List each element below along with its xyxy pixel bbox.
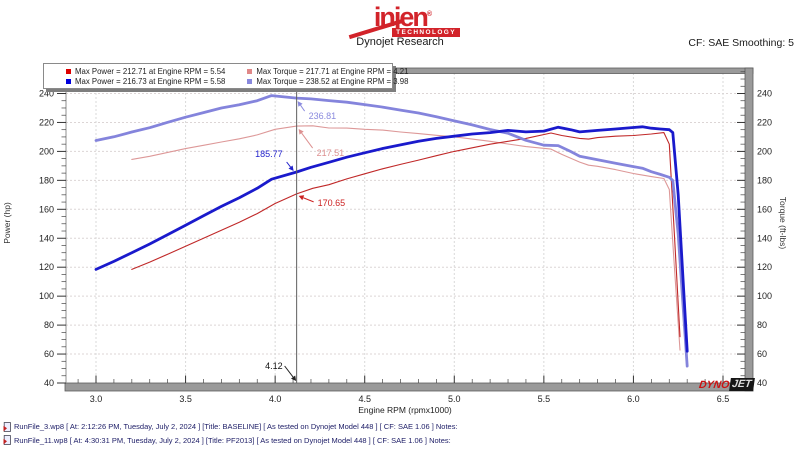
legend-swatch-pf2013-power [66,78,71,84]
x-tick-label: 4.0 [269,394,282,404]
y-tick-label-left: 200 [39,146,54,156]
curve-pf2013-power [94,125,689,353]
annotation-arrow [303,197,314,203]
y-tick-label-right: 80 [757,320,767,330]
legend-row: Max Power = 216.73 at Engine RPM = 5.58 … [44,76,408,86]
dynojet-watermark-dyno: DYNO [698,378,731,391]
dyno-chart: 40 40 60 60 80 80 100 100 120 120 140 140 160 160 180 1… [39,67,772,404]
injen-technology-badge: TECHNOLOGY [392,28,460,37]
x-tick-label: 3.5 [179,394,192,404]
injen-wordmark: injen [373,2,429,32]
legend-item-baseline-torque: Max Torque = 217.71 at Engine RPM = 4.21 [225,67,408,76]
y-tick-label-left: 40 [44,378,54,388]
y-tick-label-left: 160 [39,204,54,214]
x-tick-label: 3.0 [90,394,103,404]
registered-mark: ® [426,11,433,18]
y-tick-label-right: 220 [757,117,772,127]
plot-right-bar [744,67,754,392]
x-tick-label: 6.0 [627,394,640,404]
injen-logo: injen® TECHNOLOGY [338,2,468,39]
legend-swatch-baseline-power [66,68,71,74]
y-axis-label-power: Power (hp) [2,202,12,244]
annotation-arrow [301,132,314,149]
y-tick-label-right: 200 [757,146,772,156]
run-info-line-baseline: RunFile_3.wp8 [ At: 2:12:26 PM, Tuesday,… [3,420,458,434]
annotation-arrowhead [288,165,294,171]
curve-baseline-power [131,132,681,338]
run-info-footer: RunFile_3.wp8 [ At: 2:12:26 PM, Tuesday,… [3,420,458,447]
y-tick-label-right: 240 [757,89,772,99]
page-title: Dynojet Research [356,36,444,48]
curve-baseline-torque [131,125,681,351]
legend: Max Power = 212.71 at Engine RPM = 5.54 … [43,63,408,89]
legend-swatch-pf2013-torque [247,78,253,84]
legend-label: Max Torque = 238.52 at Engine RPM = 3.98 [256,76,409,86]
x-axis-label: Engine RPM (rpmx1000) [358,405,452,415]
y-tick-label-left: 180 [39,175,54,185]
y-tick-label-right: 140 [757,233,772,243]
annotation-arrow [286,161,291,168]
y-tick-label-left: 220 [39,117,54,127]
run-file-icon [3,421,11,432]
y-tick-label-left: 140 [39,233,54,243]
cursor-value-pf2013-torque: 236.81 [309,111,337,121]
cursor-rpm-label: 4.12 [265,361,283,371]
y-tick-label-right: 60 [757,349,767,359]
run-info-line-pf2013: RunFile_11.wp8 [ At: 4:30:31 PM, Tuesday… [3,434,458,448]
cursor-value-baseline-power: 170.65 [318,198,346,208]
cursor-value-pf2013-power: 185.77 [255,149,283,159]
y-axis-label-torque: Torque (ft-lbs) [778,196,788,250]
legend-item-pf2013-power: Max Power = 216.73 at Engine RPM = 5.58 [44,77,225,86]
dynojet-watermark: DYNO JET [698,378,756,391]
y-tick-label-right: 160 [757,204,772,214]
x-tick-label: 5.0 [448,394,461,404]
annotation-arrowhead [291,375,297,381]
x-tick-label: 4.5 [358,394,371,404]
x-tick-label: 6.5 [717,394,730,404]
legend-swatch-baseline-torque [247,68,253,74]
run-file-icon [3,435,11,446]
curve-pf2013-torque [94,94,689,368]
smoothing-setting: CF: SAE Smoothing: 5 [688,37,794,49]
annotation-arrowhead [298,195,305,201]
y-tick-label-left: 60 [44,349,54,359]
y-tick-label-left: 240 [39,89,54,99]
legend-label: Max Power = 216.73 at Engine RPM = 5.58 [75,76,226,86]
dynojet-watermark-jet: JET [729,378,756,391]
annotation-arrowhead [298,129,304,135]
run-info-text: RunFile_11.wp8 [ At: 4:30:31 PM, Tuesday… [14,435,451,445]
legend-row: Max Power = 212.71 at Engine RPM = 5.54 … [44,66,408,76]
cursor-value-baseline-torque: 217.51 [317,148,345,158]
y-tick-label-right: 180 [757,175,772,185]
legend-item-pf2013-torque: Max Torque = 238.52 at Engine RPM = 3.98 [225,77,408,86]
y-tick-label-right: 100 [757,291,772,301]
legend-label: Max Torque = 217.71 at Engine RPM = 4.21 [256,66,409,76]
y-tick-label-left: 100 [39,291,54,301]
annotation-arrowhead [297,101,303,107]
y-tick-label-left: 80 [44,320,54,330]
run-info-text: RunFile_3.wp8 [ At: 2:12:26 PM, Tuesday,… [14,422,458,432]
annotation-arrow [284,365,294,378]
annotation-arrow [300,104,306,112]
y-tick-label-right: 120 [757,262,772,272]
y-tick-label-right: 40 [757,378,767,388]
legend-label: Max Power = 212.71 at Engine RPM = 5.54 [75,66,226,76]
x-tick-label: 5.5 [538,394,551,404]
plot-bottom-bar [64,382,754,392]
legend-item-baseline-power: Max Power = 212.71 at Engine RPM = 5.54 [44,67,225,76]
y-tick-label-left: 120 [39,262,54,272]
injen-brand-text: injen® [338,2,468,32]
